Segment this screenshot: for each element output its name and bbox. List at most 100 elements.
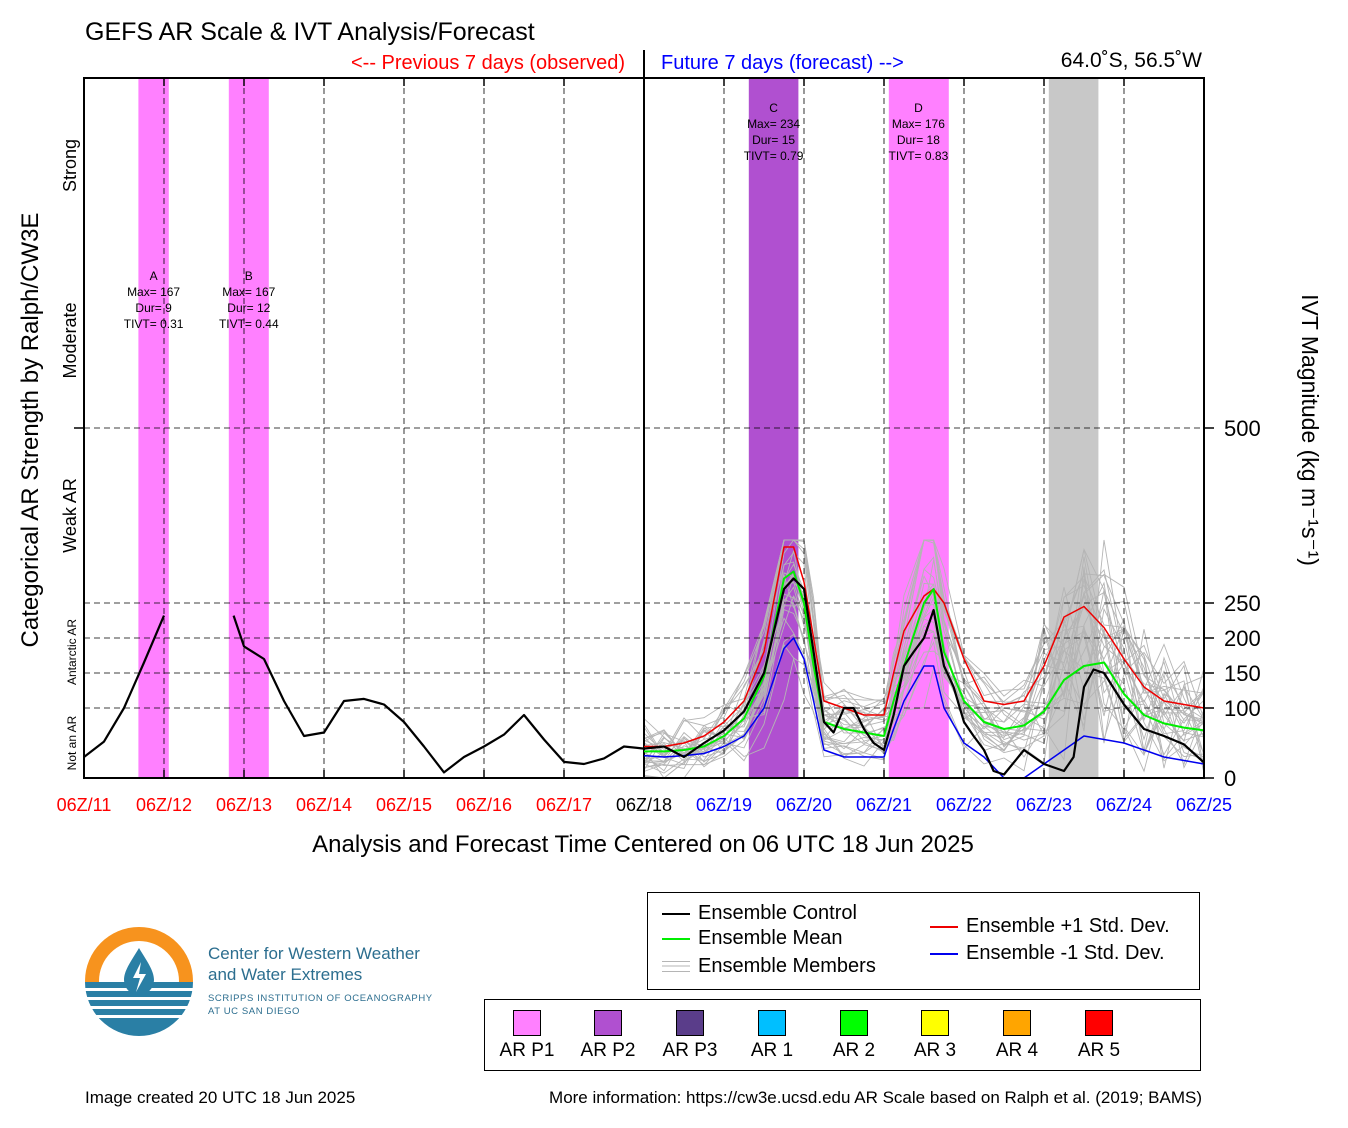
- event-D-max: Max= 176: [892, 117, 945, 131]
- legend-members: Ensemble Members: [662, 955, 876, 978]
- legend-members-swatch: [662, 961, 690, 972]
- ensemble-member-29: [643, 574, 1205, 772]
- legend-control-swatch: [662, 912, 690, 915]
- x-tick-label-6: 06Z/17: [536, 795, 592, 815]
- category-label-moderate: Moderate: [60, 302, 80, 378]
- logo-line-1: Center for Western Weather: [208, 944, 420, 963]
- ar-event-labels: A Max= 167 Dur= 9 TIVT= 0.31 B Max= 167 Dur= 1…: [124, 101, 949, 331]
- legend-minus-std-label: Ensemble -1 Std. Dev.: [966, 942, 1165, 964]
- legend-mean: Ensemble Mean: [662, 927, 843, 950]
- event-C-max: Max= 234: [747, 117, 800, 131]
- footer-created: Image created 20 UTC 18 Jun 2025: [85, 1088, 356, 1107]
- event-A-max: Max= 167: [127, 285, 180, 299]
- category-label: AR 4: [995, 1040, 1039, 1061]
- category-label: AR 1: [750, 1040, 794, 1061]
- cw3e-logo-icon: [84, 927, 194, 1036]
- ensemble-member-27: [643, 617, 1205, 779]
- x-tick-label-2: 06Z/13: [216, 795, 272, 815]
- category-label-strong: Strong: [60, 139, 80, 192]
- category-ar-5: AR 5: [1059, 1010, 1139, 1062]
- ensemble-member-22: [643, 566, 1205, 765]
- event-B-dur: Dur= 12: [227, 301, 270, 315]
- legend-mean-label: Ensemble Mean: [698, 927, 843, 949]
- category-ar-2: AR 2: [814, 1010, 894, 1062]
- category-swatch: [758, 1010, 786, 1036]
- series-ensemble-control-1: [232, 577, 1205, 776]
- series-ensemble-control-0: [83, 615, 166, 758]
- logo-line-2: and Water Extremes: [208, 965, 363, 984]
- series-ensemble-1-std-dev--0: [644, 546, 1205, 748]
- legend-mean-swatch: [662, 937, 690, 940]
- x-tick-label-1: 06Z/12: [136, 795, 192, 815]
- x-axis-title: Analysis and Forecast Time Centered on 0…: [312, 831, 974, 858]
- ensemble-member-28: [643, 539, 1205, 758]
- legend-members-label: Ensemble Members: [698, 955, 876, 977]
- legend-control-label: Ensemble Control: [698, 902, 857, 924]
- ivt-chart: A Max= 167 Dur= 9 TIVT= 0.31 B Max= 167 Dur= 1…: [17, 18, 1323, 858]
- ensemble-member-19: [643, 561, 1205, 770]
- previous-label: <-- Previous 7 days (observed): [351, 52, 625, 74]
- category-swatch: [513, 1010, 541, 1036]
- ensemble-member-3: [643, 539, 1205, 757]
- y-tick-label-150: 150: [1224, 661, 1261, 686]
- legend-plus-std-swatch: [930, 925, 958, 928]
- event-C-tivt: TIVT= 0.79: [744, 149, 804, 163]
- line-legend: Ensemble Control Ensemble Mean Ensemble …: [647, 892, 1200, 990]
- category-label-not-an-ar: Not an AR: [65, 715, 79, 770]
- category-swatch: [840, 1010, 868, 1036]
- event-B-tivt: TIVT= 0.44: [219, 317, 279, 331]
- category-label: AR P2: [580, 1040, 636, 1061]
- x-tick-label-0: 06Z/11: [57, 795, 112, 815]
- event-D-id: D: [914, 101, 923, 115]
- y-tick-label-200: 200: [1224, 626, 1261, 651]
- category-ar-p1: AR P1: [487, 1010, 567, 1062]
- grid-lines: [84, 50, 1204, 778]
- future-label: Future 7 days (forecast) -->: [661, 52, 904, 74]
- ensemble-member-23: [643, 581, 1205, 762]
- series-ensemble-1-std-dev--0: [643, 637, 1205, 779]
- event-D-tivt: TIVT= 0.83: [889, 149, 949, 163]
- category-ar-3: AR 3: [895, 1010, 975, 1062]
- y-tick-label-100: 100: [1224, 696, 1261, 721]
- left-axis-title: Categorical AR Strength by Ralph/CW3E: [17, 213, 44, 648]
- cw3e-logo: [84, 926, 194, 1036]
- x-tick-label-11: 06Z/22: [936, 795, 992, 815]
- category-label: AR 2: [832, 1040, 876, 1061]
- logo-line-4: AT UC SAN DIEGO: [208, 1006, 301, 1017]
- category-swatch: [1085, 1010, 1113, 1036]
- category-label: AR P3: [662, 1040, 718, 1061]
- ensemble-member-26: [643, 575, 1205, 779]
- x-tick-label-14: 06Z/25: [1176, 795, 1232, 815]
- event-D-dur: Dur= 18: [897, 133, 940, 147]
- ensemble-members: [643, 539, 1205, 779]
- legend-plus-std-label: Ensemble +1 Std. Dev.: [966, 915, 1170, 937]
- y-tick-label-250: 250: [1224, 591, 1261, 616]
- location-label: 64.0˚S, 56.5˚W: [1061, 49, 1202, 72]
- right-axis-title: IVT Magnitude (kg m⁻¹s⁻¹): [1297, 294, 1323, 566]
- ar-category-legend: AR P1 AR P2 AR P3 AR 1 AR 2 AR 3 AR 4 AR 5: [484, 999, 1201, 1071]
- axes: 06Z/11 06Z/12 06Z/13 06Z/14 06Z/15 06Z/16 06Z/…: [57, 77, 1261, 815]
- event-B-id: B: [245, 269, 253, 283]
- legend-plus-std: Ensemble +1 Std. Dev.: [930, 915, 1170, 938]
- event-C-dur: Dur= 15: [752, 133, 795, 147]
- ensemble-series: [83, 546, 1205, 779]
- category-swatch: [676, 1010, 704, 1036]
- event-A-id: A: [150, 269, 158, 283]
- x-tick-label-8: 06Z/19: [696, 795, 752, 815]
- footer-info: More information: https://cw3e.ucsd.edu …: [549, 1088, 1202, 1107]
- event-C-id: C: [769, 101, 778, 115]
- category-label-weak-ar: Weak AR: [60, 478, 80, 553]
- category-ar-p3: AR P3: [650, 1010, 730, 1062]
- event-A-tivt: TIVT= 0.31: [124, 317, 184, 331]
- y-tick-label-0: 0: [1224, 766, 1236, 791]
- ensemble-member-20: [643, 539, 1205, 769]
- category-swatch: [921, 1010, 949, 1036]
- legend-minus-std-swatch: [930, 952, 958, 955]
- category-label: AR P1: [499, 1040, 555, 1061]
- event-A-dur: Dur= 9: [135, 301, 172, 315]
- chart-title: GEFS AR Scale & IVT Analysis/Forecast: [85, 18, 535, 46]
- logo-line-3: SCRIPPS INSTITUTION OF OCEANOGRAPHY: [208, 993, 433, 1004]
- category-label: AR 5: [1077, 1040, 1121, 1061]
- legend-minus-std: Ensemble -1 Std. Dev.: [930, 942, 1165, 965]
- category-ar-4: AR 4: [977, 1010, 1057, 1062]
